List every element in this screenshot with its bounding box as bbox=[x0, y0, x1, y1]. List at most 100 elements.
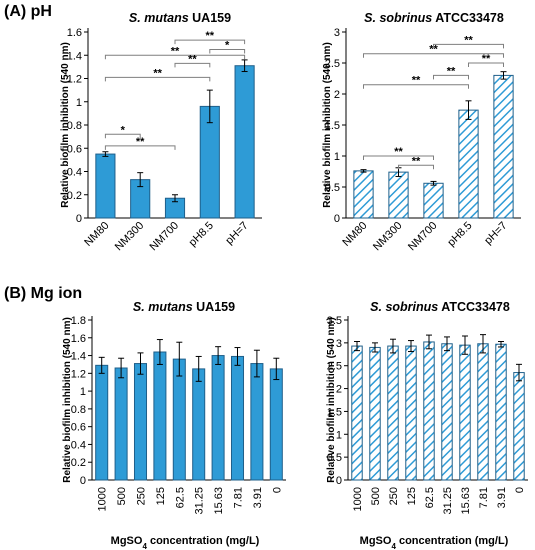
y-tick-label: 1.4 bbox=[71, 351, 86, 363]
significance-label: ** bbox=[136, 136, 145, 148]
significance-label: ** bbox=[412, 155, 421, 167]
significance-label: ** bbox=[412, 75, 421, 87]
significance-bracket bbox=[363, 84, 469, 89]
bar bbox=[353, 170, 374, 219]
y-tick-label: 2 bbox=[336, 384, 342, 396]
x-tick-label: 62.5 bbox=[174, 487, 186, 508]
y-axis-label: Relative biofilm inhibition (540 nm) bbox=[322, 42, 333, 208]
significance-bracket bbox=[398, 164, 434, 170]
significance-label: ** bbox=[188, 53, 197, 65]
y-tick-label: 1.2 bbox=[67, 74, 82, 86]
x-tick-label: 3.91 bbox=[252, 487, 264, 508]
bar bbox=[95, 364, 109, 481]
bar bbox=[458, 109, 479, 219]
chart-title-species: S. sobrinus bbox=[370, 300, 438, 314]
chart-b-sobrinus: S. sobrinus ATCC33478 Relative biofilm in… bbox=[326, 300, 528, 550]
y-tick-label: 0.6 bbox=[71, 422, 86, 434]
x-tick-label: pH=7 bbox=[223, 220, 250, 247]
significance-label: ** bbox=[429, 44, 438, 56]
y-tick-label: 0.4 bbox=[67, 167, 82, 179]
significance-label: ** bbox=[447, 65, 456, 77]
y-tick-label: 1 bbox=[76, 97, 82, 109]
y-tick-label: 0.8 bbox=[71, 404, 86, 416]
x-tick-label: NM700 bbox=[148, 220, 182, 254]
x-tick-label: 0 bbox=[271, 487, 283, 493]
x-tick-label: 500 bbox=[370, 487, 382, 505]
chart-title-strain: ATCC33478 bbox=[438, 300, 510, 314]
x-tick-label: 7.81 bbox=[233, 487, 245, 508]
x-tick-label: 250 bbox=[136, 487, 148, 505]
y-tick-label: 1 bbox=[80, 386, 86, 398]
x-tick-label: 15.63 bbox=[460, 487, 472, 515]
x-tick-label: NM300 bbox=[113, 220, 147, 254]
x-tick-label: 3.91 bbox=[496, 487, 508, 508]
bar bbox=[423, 341, 435, 481]
x-tick-label: 0 bbox=[514, 487, 526, 493]
y-tick-label: 2 bbox=[334, 89, 340, 101]
bar bbox=[459, 344, 471, 481]
x-axis-label-sub: 4 bbox=[142, 542, 147, 550]
significance-bracket bbox=[468, 62, 504, 67]
y-axis-label: Relative biofilm inhibition (540 nm) bbox=[326, 317, 337, 483]
bar bbox=[513, 372, 525, 481]
significance-label: ** bbox=[482, 53, 491, 65]
significance-bracket bbox=[104, 76, 211, 82]
panel-title-b: (B) Mg ion bbox=[4, 285, 82, 302]
x-tick-label: 250 bbox=[388, 487, 400, 505]
chart-title-strain: UA159 bbox=[189, 11, 231, 25]
y-tick-label: 1.4 bbox=[67, 50, 82, 62]
significance-bracket bbox=[433, 74, 469, 80]
bar bbox=[133, 363, 148, 481]
significance-bracket bbox=[174, 62, 211, 68]
bar bbox=[388, 171, 409, 219]
significance-bracket bbox=[104, 145, 176, 150]
chart-title-species: S. mutans bbox=[133, 300, 193, 314]
bar bbox=[230, 355, 245, 481]
y-axis-label: Relative biofilm inhibition (540 nm) bbox=[60, 42, 71, 208]
chart-title: S. sobrinus ATCC33478 bbox=[370, 300, 510, 314]
x-axis-label-main: MgSO bbox=[111, 535, 143, 547]
x-tick-label: 31.25 bbox=[442, 487, 454, 515]
y-tick-label: 0 bbox=[334, 213, 340, 225]
bar bbox=[493, 74, 514, 219]
x-axis-label-sub: 4 bbox=[391, 542, 396, 550]
x-tick-label: 125 bbox=[406, 487, 418, 505]
x-tick-label: pH8.5 bbox=[187, 220, 216, 249]
chart-title: S. mutans UA159 bbox=[129, 11, 231, 25]
bar bbox=[153, 351, 167, 481]
significance-label: * bbox=[225, 39, 230, 51]
x-tick-label: pH=7 bbox=[482, 220, 509, 247]
x-tick-label: 31.25 bbox=[194, 487, 206, 515]
x-axis-label-rest: concentration (mg/L) bbox=[396, 535, 509, 547]
y-tick-label: 0 bbox=[336, 475, 342, 487]
bar bbox=[477, 343, 489, 481]
y-tick-label: 1.5 bbox=[327, 406, 342, 418]
x-tick-label: 15.63 bbox=[213, 487, 225, 515]
bar bbox=[269, 368, 283, 481]
bar bbox=[369, 346, 381, 481]
y-tick-label: 3 bbox=[336, 338, 342, 350]
chart-title-species: S. mutans bbox=[129, 11, 189, 25]
bar bbox=[250, 363, 264, 481]
significance-label: * bbox=[121, 124, 126, 136]
x-axis-label-main: MgSO bbox=[360, 535, 392, 547]
x-axis-label: MgSO4 concentration (mg/L) bbox=[360, 535, 509, 550]
chart-title-species: S. sobrinus bbox=[364, 11, 432, 25]
x-tick-label: 1000 bbox=[352, 487, 364, 511]
significance-bracket bbox=[209, 48, 246, 54]
significance-label: ** bbox=[464, 34, 473, 46]
significance-label: ** bbox=[153, 67, 162, 79]
bar bbox=[234, 65, 255, 219]
significance-bracket bbox=[363, 155, 434, 160]
bar bbox=[114, 367, 128, 481]
bar bbox=[211, 355, 225, 481]
chart-title: S. mutans UA159 bbox=[133, 300, 235, 314]
significance-label: ** bbox=[394, 146, 403, 158]
x-tick-label: 62.5 bbox=[424, 487, 436, 508]
y-tick-label: 1.8 bbox=[71, 315, 86, 327]
y-tick-label: 3 bbox=[334, 27, 340, 39]
chart-title-strain: ATCC33478 bbox=[432, 11, 504, 25]
significance-label: ** bbox=[171, 45, 180, 57]
y-tick-label: 2.5 bbox=[327, 361, 342, 373]
y-tick-label: 0.8 bbox=[67, 120, 82, 132]
